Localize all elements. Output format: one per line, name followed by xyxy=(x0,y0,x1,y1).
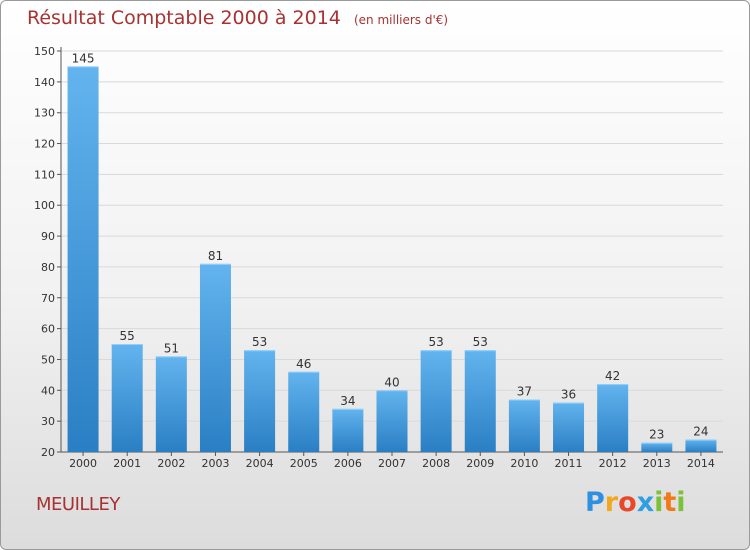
x-tick-label: 2012 xyxy=(599,457,627,470)
chart-subtitle: (en milliers d'€) xyxy=(353,13,449,27)
y-tick-label: 80 xyxy=(41,261,55,274)
data-label: 81 xyxy=(208,249,223,263)
y-tick-label: 140 xyxy=(34,76,55,89)
data-labels: 145 55 51 81 53 46 34 40 53 53 37 36 42 23 24 xyxy=(72,51,709,441)
bar xyxy=(332,408,364,452)
logo-letter: r xyxy=(604,487,619,518)
x-tick-label: 2010 xyxy=(510,457,538,470)
bar xyxy=(155,356,187,452)
x-tick-label: 2006 xyxy=(334,457,362,470)
y-tick-label: 100 xyxy=(34,199,55,212)
x-tick-label: 2011 xyxy=(555,457,583,470)
bar xyxy=(597,384,629,452)
data-label: 37 xyxy=(517,385,532,399)
data-label: 53 xyxy=(473,335,488,349)
bar xyxy=(641,442,673,452)
x-tick-label: 2002 xyxy=(157,457,185,470)
x-tick-label: 2007 xyxy=(378,457,406,470)
y-tick-label: 60 xyxy=(41,323,55,336)
data-label: 46 xyxy=(296,357,311,371)
y-tick-label: 20 xyxy=(41,446,55,459)
data-label: 42 xyxy=(605,369,620,383)
commune-name: MEUILLEY xyxy=(36,494,120,515)
bars xyxy=(67,66,717,452)
x-tick-label: 2000 xyxy=(69,457,97,470)
x-tick-label: 2009 xyxy=(466,457,494,470)
data-label: 53 xyxy=(252,335,267,349)
y-tick-label: 150 xyxy=(34,45,55,58)
bar xyxy=(553,402,585,452)
bar xyxy=(111,344,143,452)
data-label: 53 xyxy=(428,335,443,349)
logo-letter: x xyxy=(636,487,655,518)
logo-letter: P xyxy=(585,487,605,518)
logo-letter: o xyxy=(618,487,637,518)
y-tick-label: 40 xyxy=(41,384,55,397)
bar xyxy=(244,350,276,452)
bar xyxy=(464,350,496,452)
logo-letter: i xyxy=(654,487,664,518)
data-label: 51 xyxy=(164,341,179,355)
y-tick-label: 130 xyxy=(34,107,55,120)
x-tick-label: 2008 xyxy=(422,457,450,470)
bar xyxy=(508,399,540,452)
bar xyxy=(67,66,99,452)
axes: 20 30 40 50 60 70 80 90 100 110 120 130 140 150 2000 20… xyxy=(34,45,723,470)
y-tick-label: 50 xyxy=(41,353,55,366)
y-tick-label: 120 xyxy=(34,138,55,151)
x-tick-label: 2001 xyxy=(113,457,141,470)
logo-letter: i xyxy=(676,487,686,518)
logo-letter: t xyxy=(663,487,677,518)
data-label: 36 xyxy=(561,388,576,402)
x-tick-label: 2013 xyxy=(643,457,671,470)
y-tick-label: 110 xyxy=(34,168,55,181)
data-label: 145 xyxy=(72,51,95,65)
bar xyxy=(199,263,231,452)
y-tick-label: 30 xyxy=(41,415,55,428)
data-label: 34 xyxy=(340,394,355,408)
bar xyxy=(376,390,408,452)
y-tick-label: 90 xyxy=(41,230,55,243)
chart-title-block: Résultat Comptable 2000 à 2014 (en milli… xyxy=(27,7,448,29)
proxiti-logo: Proxiti xyxy=(585,487,686,518)
bar xyxy=(685,439,717,452)
bar xyxy=(420,350,452,452)
data-label: 23 xyxy=(649,428,664,442)
chart-title: Résultat Comptable 2000 à 2014 xyxy=(27,7,341,29)
data-label: 40 xyxy=(384,375,399,389)
bar xyxy=(288,371,320,452)
x-tick-label: 2014 xyxy=(687,457,715,470)
y-tick-label: 70 xyxy=(41,292,55,305)
x-tick-label: 2003 xyxy=(201,457,229,470)
x-tick-label: 2005 xyxy=(290,457,318,470)
x-tick-label: 2004 xyxy=(246,457,274,470)
data-label: 55 xyxy=(120,329,135,343)
data-label: 24 xyxy=(693,425,708,439)
